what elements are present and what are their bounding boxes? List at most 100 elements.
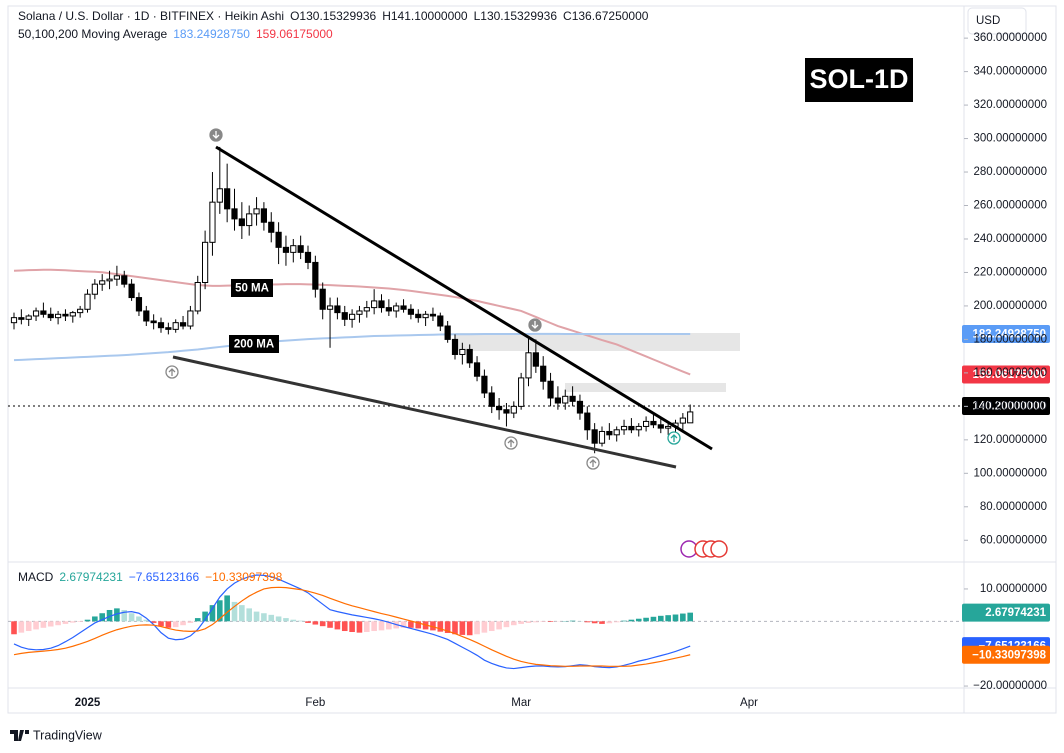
candle-body xyxy=(444,325,451,340)
badge-box xyxy=(805,58,913,102)
macd-histogram-bar xyxy=(239,605,245,622)
macd-histogram-bar xyxy=(11,621,17,635)
candle-body xyxy=(591,429,598,444)
candle-body xyxy=(231,208,238,220)
candle-body xyxy=(77,308,84,314)
macd-legend: MACD 2.67974231 −7.65123166 −10.33097398 xyxy=(18,570,283,584)
candle-body xyxy=(510,405,517,414)
candle-body xyxy=(143,310,150,322)
candle-body xyxy=(187,310,194,327)
price-tag xyxy=(962,645,1050,664)
macd-histogram-bar xyxy=(209,605,216,622)
macd-histogram-bar xyxy=(459,621,466,635)
price-tag-label: −10.33097398 xyxy=(972,649,1046,661)
candle-body xyxy=(69,312,76,317)
macd-histogram-bar xyxy=(283,618,289,622)
macd-histogram-bar xyxy=(18,621,25,633)
y-tick-label: 140.00000000 xyxy=(973,400,1047,412)
candle-body xyxy=(32,310,40,317)
macd-histogram-bar xyxy=(224,595,230,622)
macd-histogram-bar xyxy=(356,621,363,633)
y-tick-label: 320.00000000 xyxy=(973,99,1047,111)
candle-body xyxy=(47,313,54,319)
macd-histogram-bar xyxy=(540,621,546,622)
candle-body xyxy=(488,392,495,407)
macd-histogram-bar xyxy=(180,621,186,626)
macd-histogram-bar xyxy=(371,621,377,632)
price-tag xyxy=(962,365,1050,384)
candle-body xyxy=(297,245,304,253)
macd-histogram-bar xyxy=(246,608,252,622)
candle-body xyxy=(165,327,172,330)
price-tag xyxy=(962,397,1050,416)
macd-histogram-bar xyxy=(150,621,157,623)
macd-histogram-bar xyxy=(341,621,348,632)
macd-histogram-bar xyxy=(194,618,201,622)
macd-histogram-bar xyxy=(128,613,135,622)
macd-line xyxy=(13,574,691,670)
candle-body xyxy=(650,420,657,426)
candle-body xyxy=(665,425,672,429)
macd-histogram-bar xyxy=(25,621,32,632)
pivot-arrows xyxy=(168,131,678,467)
ma-label-box xyxy=(229,335,279,353)
macd-title: MACD xyxy=(18,570,54,584)
macd-signal-value: −10.33097398 xyxy=(205,570,282,584)
candle-body xyxy=(341,312,348,320)
y-tick-label: 100.00000000 xyxy=(973,467,1047,479)
macd-histogram-bar xyxy=(349,621,355,633)
upper-trendline xyxy=(215,145,713,451)
price-tag-label: 2.67974231 xyxy=(985,607,1046,619)
badge: SOL-1D xyxy=(809,64,908,94)
candle-body xyxy=(275,231,282,248)
candle-body xyxy=(334,305,341,314)
candle-body xyxy=(393,305,400,312)
macd-histogram-bar xyxy=(187,621,194,623)
macd-histogram-bar xyxy=(635,618,642,622)
candle-body xyxy=(422,313,429,319)
macd-histogram-bar xyxy=(452,621,458,635)
candle-body xyxy=(371,300,378,309)
macd-histogram-bar xyxy=(47,621,54,627)
currency[interactable]: USD xyxy=(976,15,1000,27)
macd-histogram-bar xyxy=(488,621,495,632)
brand-logo xyxy=(10,730,29,741)
candle-body xyxy=(10,317,18,324)
macd-histogram-bar xyxy=(643,617,649,622)
macd-histogram-bar xyxy=(202,611,208,622)
arrow xyxy=(212,131,220,139)
candle-body xyxy=(84,293,91,310)
candle-body xyxy=(540,365,547,382)
price-tag xyxy=(962,603,1050,622)
brand-name: TradingView xyxy=(33,728,103,742)
candle-body xyxy=(128,283,135,299)
ma-label-box xyxy=(231,279,273,297)
macd-histogram-bar xyxy=(386,621,392,630)
candle-body xyxy=(613,429,620,436)
drawings: 50 MA 200 MA SOL-1D xyxy=(165,58,913,558)
price-tag-label: 183.24928750 xyxy=(972,329,1046,341)
candle-body xyxy=(554,397,561,404)
macd-histogram-bar xyxy=(172,621,179,628)
ma-title: 50,100,200 Moving Average xyxy=(18,27,168,41)
macd-histogram-bar xyxy=(599,621,605,624)
candle-body xyxy=(253,208,260,215)
macd-histogram-bar xyxy=(687,612,693,622)
candle-body xyxy=(179,322,187,327)
y-tick-label: 10.00000000 xyxy=(980,583,1047,595)
macd-histogram-bar xyxy=(290,619,297,622)
y-tick-label: 280.00000000 xyxy=(973,166,1047,178)
candle-body xyxy=(25,315,32,320)
candle-body xyxy=(106,278,113,282)
candle-body xyxy=(216,188,223,203)
candle-body xyxy=(687,411,694,424)
macd-histogram-bar xyxy=(92,616,98,622)
candle-body xyxy=(459,348,466,355)
macd-histogram-bar xyxy=(569,620,576,622)
macd-histogram-bar xyxy=(99,613,105,622)
candle-body xyxy=(635,425,642,431)
macd-histogram-bar xyxy=(466,621,473,636)
candle-body xyxy=(569,395,576,402)
currency-box[interactable] xyxy=(967,7,1027,35)
candle-body xyxy=(40,310,47,315)
